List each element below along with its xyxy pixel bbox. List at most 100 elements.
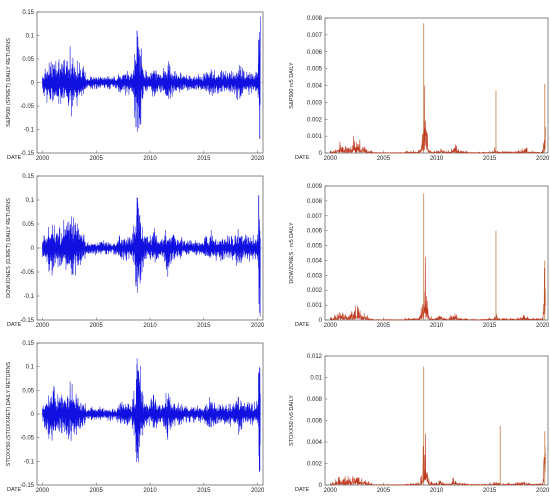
y-tick-label: 0.15 [22, 341, 34, 347]
x-axis-label: DATE [7, 155, 22, 161]
y-tick-label: -0.05 [20, 270, 34, 276]
y-tick-label: 0 [31, 81, 35, 87]
x-tick-label: 2020 [536, 156, 550, 162]
y-tick-label: 0.008 [307, 397, 323, 403]
x-tick-label: 2005 [90, 156, 104, 162]
y-tick-label: -0.1 [24, 294, 35, 300]
x-tick-label: 2015 [483, 488, 497, 494]
y-tick-label: 0.004 [307, 440, 323, 446]
x-axis-label: DATE [7, 322, 22, 328]
y-tick-label: 0 [319, 483, 323, 489]
y-tick-label: 0.001 [307, 134, 323, 140]
series-line [330, 256, 546, 321]
y-tick-label: 0.15 [22, 174, 34, 180]
series-line [330, 433, 546, 486]
x-tick-label: 2020 [536, 323, 550, 329]
x-tick-label: 2015 [197, 156, 211, 162]
x-tick-label: 2010 [430, 323, 444, 329]
y-tick-label: 0.009 [307, 184, 323, 190]
x-tick-label: 2020 [251, 488, 265, 494]
chart-6: 0 0.002 0.004 0.006 0.008 0.01 0.012 2000 2005 20… [289, 354, 550, 494]
y-tick-label: -0.1 [24, 128, 35, 134]
plot-frame [324, 355, 549, 486]
y-axis-label: STOXX50 rv5 DAILY [289, 395, 295, 446]
y-axis-label: S&P500 rv5 DAILY [289, 62, 295, 109]
y-tick-label: -0.1 [24, 459, 35, 465]
x-tick-label: 2005 [377, 488, 391, 494]
x-tick-label: 2005 [377, 156, 391, 162]
y-tick-label: 0.002 [307, 288, 323, 294]
chart-2: 0 0.001 0.002 0.003 0.004 0.005 0.006 0.007 0.00… [289, 16, 550, 162]
y-tick-label: -0.15 [20, 318, 34, 324]
y-tick-label: -0.05 [20, 104, 34, 110]
y-tick-label: 0.003 [307, 100, 323, 106]
y-tick-label: 0.004 [307, 258, 323, 264]
y-tick-label: 0.004 [307, 84, 323, 90]
plot-frame [324, 17, 549, 154]
x-tick-label: 2015 [483, 156, 497, 162]
y-tick-label: 0.15 [22, 10, 34, 16]
y-tick-label: 0.008 [307, 16, 323, 22]
y-tick-label: 0.002 [307, 462, 323, 468]
x-tick-label: 2000 [324, 323, 338, 329]
x-tick-label: 2000 [324, 156, 338, 162]
y-axis-label: STOXX50 (STOXXRET) DAILY RETURNS [6, 361, 12, 466]
x-tick-label: 2005 [90, 323, 104, 329]
y-tick-label: 0.006 [307, 419, 323, 425]
y-tick-label: 0.05 [22, 222, 34, 228]
x-tick-label: 2010 [143, 323, 157, 329]
x-tick-label: 2015 [197, 488, 211, 494]
y-axis-label: DOWJONES - rv5 DAILY [289, 222, 295, 284]
y-tick-label: 0.005 [307, 244, 323, 250]
x-axis-label: DATE [295, 322, 310, 328]
x-tick-label: 2020 [536, 488, 550, 494]
y-tick-label: 0.006 [307, 229, 323, 235]
y-tick-label: 0.1 [26, 34, 35, 40]
x-tick-label: 2010 [430, 156, 444, 162]
y-tick-label: 0.05 [22, 388, 34, 394]
y-tick-label: 0.002 [307, 117, 323, 123]
y-tick-label: 0.1 [26, 365, 35, 371]
y-tick-label: 0 [31, 412, 35, 418]
chart-5: -0.15 -0.1 -0.05 0 0.05 0.1 0.15 2000 2005 2010 20… [6, 341, 265, 494]
y-tick-label: -0.05 [20, 436, 34, 442]
y-tick-label: -0.15 [20, 483, 34, 489]
y-tick-label: 0.001 [307, 303, 323, 309]
x-axis-label: DATE [295, 155, 310, 161]
x-tick-label: 2010 [143, 156, 157, 162]
x-tick-label: 2010 [430, 488, 444, 494]
chart-3: -0.15 -0.1 -0.05 0 0.05 0.1 0.15 2000 2005 2010 20… [6, 174, 265, 329]
series-line [42, 16, 261, 132]
x-tick-label: 2000 [324, 488, 338, 494]
x-tick-label: 2010 [143, 488, 157, 494]
y-tick-label: 0 [319, 151, 323, 157]
y-tick-label: -0.15 [20, 151, 34, 157]
x-tick-label: 2015 [197, 323, 211, 329]
y-tick-label: 0.005 [307, 67, 323, 73]
y-tick-label: 0.007 [307, 33, 323, 39]
y-tick-label: 0 [319, 318, 323, 324]
y-tick-label: 0.05 [22, 57, 34, 63]
x-tick-label: 2005 [90, 488, 104, 494]
plot-frame [324, 185, 549, 321]
x-tick-label: 2015 [483, 323, 497, 329]
y-tick-label: 0.1 [26, 198, 35, 204]
x-tick-label: 2020 [251, 323, 265, 329]
y-axis-label: DOWJONES (DJRET) DAILY RETURNS [6, 198, 12, 298]
chart-4: 0 0.001 0.002 0.003 0.004 0.005 0.006 0.007 0.00… [289, 184, 550, 329]
y-tick-label: 0.006 [307, 50, 323, 56]
y-tick-label: 0.01 [310, 376, 322, 382]
x-tick-label: 2000 [36, 156, 50, 162]
x-tick-label: 2000 [36, 488, 50, 494]
y-tick-label: 0 [31, 246, 35, 252]
x-axis-label: DATE [295, 487, 310, 493]
x-tick-label: 2000 [36, 323, 50, 329]
x-axis-label: DATE [7, 487, 22, 493]
chart-1: -0.15 -0.1 -0.05 0 0.05 0.1 0.15 2000 2005 2010 20… [6, 10, 265, 162]
y-tick-label: 0.003 [307, 273, 323, 279]
series-line [42, 357, 261, 473]
y-tick-label: 0.008 [307, 199, 323, 205]
x-tick-label: 2020 [251, 156, 265, 162]
y-tick-label: 0.007 [307, 214, 323, 220]
y-tick-label: 0.012 [307, 354, 323, 360]
